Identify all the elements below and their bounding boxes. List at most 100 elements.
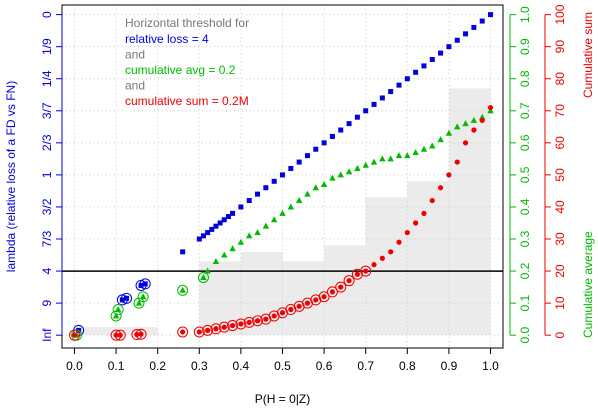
triangle-point — [254, 229, 261, 236]
square-point — [413, 69, 419, 75]
ring-point — [343, 275, 355, 287]
square-point — [379, 95, 385, 101]
y-axis-label: lambda (relative loss of a FD vs FN) — [4, 81, 18, 272]
histogram-bar — [282, 261, 325, 336]
annotation: Horizontal threshold for — [125, 16, 249, 30]
dot-point — [462, 140, 469, 146]
dot-point — [421, 210, 427, 216]
y3-axis-label: Cumulative sum — [581, 12, 595, 98]
ring-point — [137, 291, 149, 303]
triangle-point — [112, 312, 120, 319]
square-point — [396, 82, 402, 88]
y3-tick-label: 10 — [553, 296, 567, 310]
y3-tick-label: 0 — [553, 332, 567, 339]
y3-tick-label: 20 — [553, 264, 567, 278]
dot-point — [196, 329, 202, 335]
ring-point — [360, 265, 372, 277]
dot-point — [288, 306, 294, 313]
square-point — [421, 63, 427, 69]
y2-tick-label: 0.0 — [518, 327, 532, 344]
triangle-point — [229, 245, 236, 252]
y3-tick-label: 80 — [553, 72, 567, 86]
square-point — [217, 220, 223, 226]
y-tick-label: 4 — [40, 267, 54, 274]
dot-point — [205, 327, 211, 333]
y-tick-label: 1/9 — [40, 38, 54, 55]
dot-point — [379, 255, 385, 261]
square-point — [288, 165, 294, 171]
dot-point — [329, 289, 336, 295]
y2-tick-label: 0.8 — [518, 70, 532, 87]
x-axis-label: P(H = 0|Z) — [255, 392, 310, 406]
histogram-bar — [407, 181, 449, 336]
x-tick-label: 0.3 — [191, 359, 208, 373]
triangle-point — [262, 222, 270, 229]
square-point — [429, 56, 435, 62]
square-point — [213, 223, 219, 229]
annotation: relative loss = 4 — [125, 32, 209, 46]
triangle-point — [337, 171, 344, 178]
x-tick-label: 0.1 — [108, 359, 125, 373]
ring-point — [135, 328, 147, 340]
annotation: and — [125, 79, 145, 93]
ring-point — [193, 326, 205, 338]
x-tick-label: 0.6 — [316, 359, 333, 373]
dot-point — [113, 332, 119, 338]
histogram-bar — [365, 197, 408, 336]
triangle-point — [478, 113, 486, 120]
y2-tick-label: 0.3 — [518, 230, 532, 247]
dot-point — [437, 185, 444, 191]
y-tick-label: 1 — [40, 171, 54, 178]
dot-point — [479, 117, 485, 124]
ring-point — [218, 321, 230, 333]
ring-point — [235, 318, 247, 330]
triangle-point — [287, 203, 295, 210]
triangle-point — [135, 299, 143, 306]
square-point — [280, 172, 285, 178]
y2-axis-label: Cumulative average — [581, 231, 595, 338]
square-point — [313, 146, 319, 152]
square-point — [354, 114, 360, 120]
y2-tick-label: 0.2 — [518, 262, 532, 279]
square-point — [404, 76, 410, 82]
triangle-point — [221, 251, 228, 258]
ring-point — [114, 329, 126, 341]
x-tick-label: 1.0 — [482, 359, 499, 373]
ring-point — [139, 278, 151, 290]
triangle-point — [179, 286, 186, 293]
dot-point — [254, 318, 261, 324]
y2-tick-label: 0.7 — [518, 102, 532, 119]
ring-point — [318, 291, 330, 303]
triangle-point — [246, 232, 253, 239]
y-tick-label: Inf — [40, 328, 54, 342]
triangle-point — [404, 152, 411, 159]
square-point — [446, 44, 452, 50]
triangle-point — [454, 123, 461, 130]
x-tick-label: 0.0 — [66, 359, 83, 373]
dot-point — [213, 326, 219, 332]
dot-point — [279, 310, 286, 316]
dot-point — [263, 316, 269, 322]
dot-point — [471, 127, 477, 133]
square-point — [238, 204, 244, 210]
square-point — [346, 121, 352, 127]
square-point — [471, 24, 477, 30]
square-point — [209, 226, 215, 232]
triangle-point — [387, 155, 394, 162]
ring-point — [112, 304, 124, 316]
triangle-point — [370, 158, 378, 165]
triangle-point — [237, 238, 245, 245]
square-point — [454, 37, 460, 43]
y-tick-label: 7/3 — [40, 230, 54, 247]
x-tick-label: 0.5 — [274, 359, 291, 373]
x-tick-label: 0.7 — [357, 359, 374, 373]
dot-point — [313, 297, 319, 303]
square-point — [271, 178, 277, 184]
square-point — [488, 12, 494, 18]
square-point — [142, 281, 148, 287]
ring-point — [252, 315, 264, 327]
x-tick-label: 0.2 — [149, 359, 166, 373]
ring-point — [335, 281, 347, 293]
triangle-point — [354, 164, 361, 171]
